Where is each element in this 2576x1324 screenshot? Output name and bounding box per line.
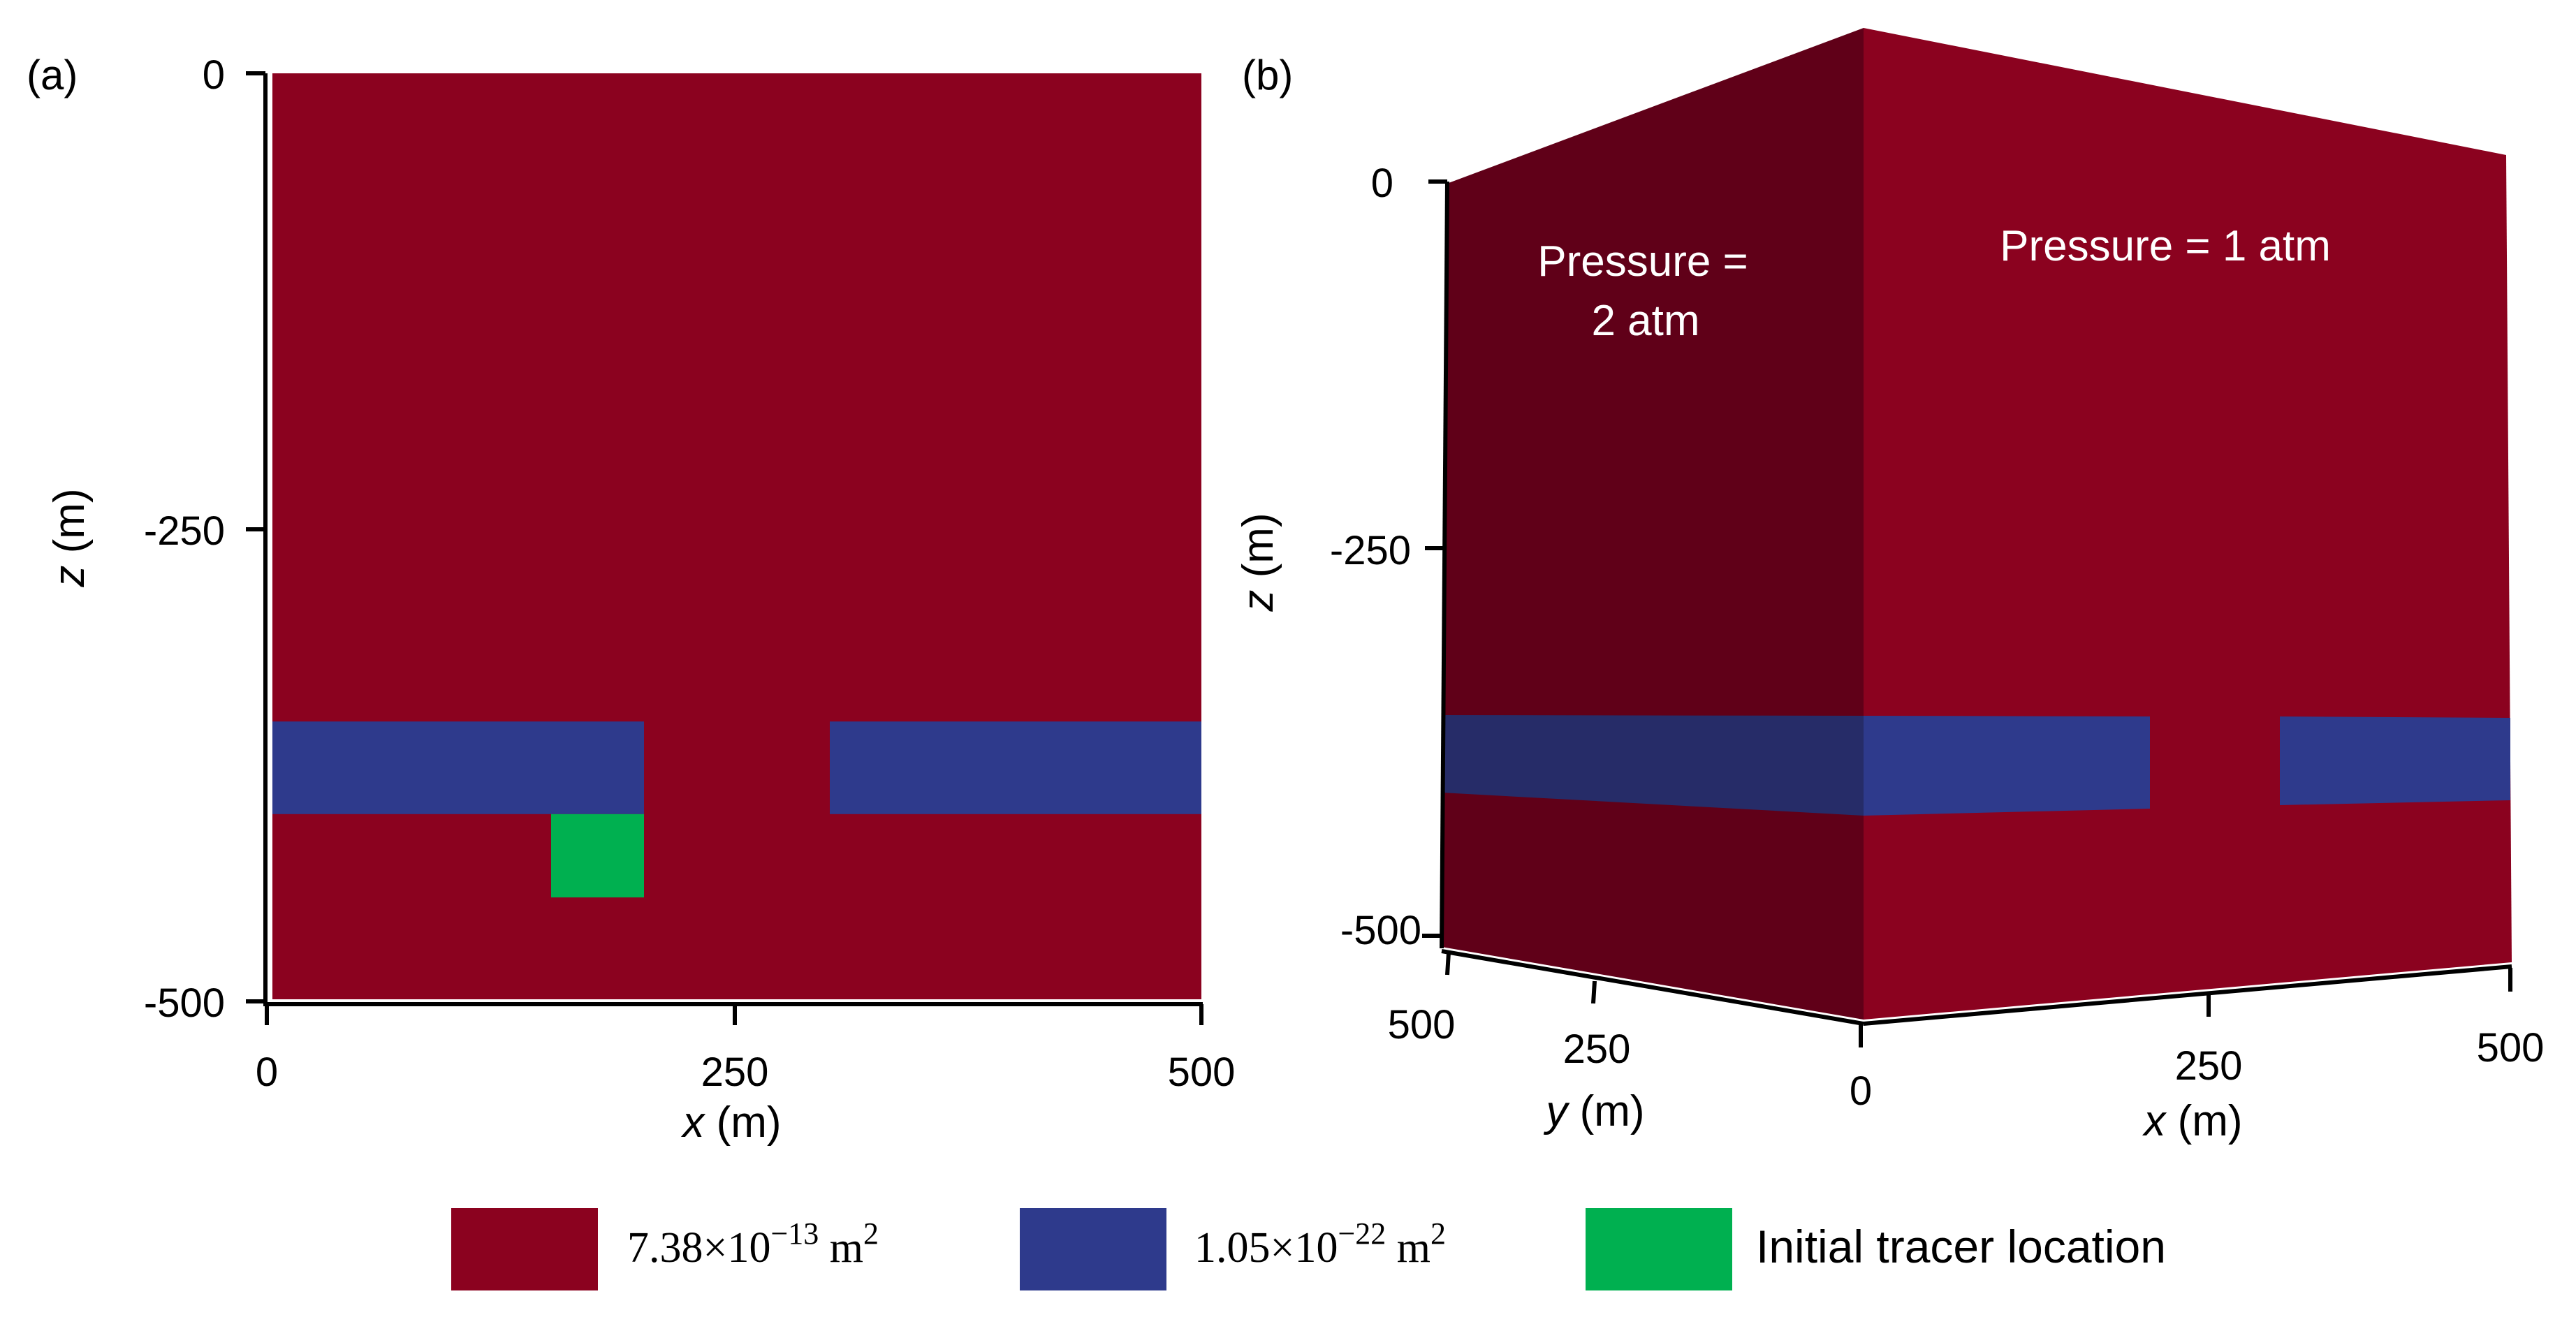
- panel-b-z-axis: [1440, 181, 1449, 949]
- panel-a-label: (a): [27, 52, 78, 98]
- panel-b-x-axis: [1863, 964, 2512, 1026]
- panel-b-right-face: [1864, 28, 2512, 1020]
- panel-a-tracer-block: [551, 814, 644, 898]
- pressure-right: Pressure = 1 atm: [2000, 222, 2331, 270]
- panel-a-ztick-250: -250: [144, 508, 225, 554]
- panel-a-low-perm-layer-left: [272, 721, 644, 814]
- legend-label-low-perm: 1.05×10−22 m2: [1194, 1216, 1446, 1272]
- panel-b-y-axis-label: y (m): [1543, 1087, 1644, 1135]
- panel-a-ztick-0: 0: [203, 52, 225, 98]
- pressure-left-line-2: 2 atm: [1591, 297, 1699, 345]
- panel-a-domain-high-perm: [272, 73, 1201, 999]
- panel-a-ztick-500: -500: [144, 980, 225, 1026]
- panel-b-xtick-250: 250: [2175, 1043, 2243, 1089]
- panel-b-ytick-250: 250: [1563, 1027, 1631, 1072]
- panel-a-x-axis-label: x (m): [680, 1098, 781, 1147]
- panel-a-low-perm-layer-right: [830, 721, 1201, 814]
- panel-b-x-axis-label: x (m): [2142, 1097, 2242, 1145]
- legend-swatch-high-perm: [451, 1208, 598, 1290]
- panel-b-label: (b): [1242, 52, 1293, 98]
- panel-a-xtick-500: 500: [1168, 1050, 1236, 1095]
- panel-b-right-face-low-perm-layer-right: [2280, 716, 2510, 805]
- panel-b-ytick-500: 500: [1388, 1002, 1456, 1047]
- pressure-left-line-1: Pressure =: [1537, 237, 1748, 286]
- panel-a-z-axis-label: z (m): [45, 488, 94, 587]
- legend-swatch-tracer: [1586, 1208, 1732, 1290]
- panel-b-y-axis: [1441, 949, 1864, 1026]
- panel-b-left-face: [1442, 28, 1864, 1020]
- panel-b-ytick-mark-0: [1445, 952, 1451, 976]
- panel-b-ztick-0: 0: [1371, 161, 1393, 206]
- panel-b: (b) 0 -250 -500 z (m) 500 250 y (m) 0 25…: [1234, 28, 2544, 1145]
- panel-a-xtick-250: 250: [701, 1050, 769, 1095]
- panel-b-xtick-0: 0: [1850, 1068, 1872, 1114]
- legend-label-high-perm: 7.38×10−13 m2: [627, 1216, 879, 1272]
- panel-a-xtick-0: 0: [256, 1050, 278, 1095]
- panel-b-ytick-mark-1: [1591, 980, 1597, 1004]
- panel-b-left-face-low-perm-layer: [1442, 715, 1864, 816]
- panel-b-xtick-500: 500: [2477, 1025, 2545, 1071]
- legend-swatch-low-perm: [1020, 1208, 1166, 1290]
- legend: 7.38×10−13 m2 1.05×10−22 m2 Initial trac…: [451, 1208, 2166, 1290]
- panel-b-ztick-250: -250: [1330, 528, 1411, 573]
- panel-b-ztick-500: -500: [1340, 908, 1421, 953]
- panel-b-z-axis-label: z (m): [1234, 513, 1282, 612]
- panel-a: (a) 0 -250 -500 0 250 500 x (m) z (m): [27, 52, 1235, 1147]
- legend-label-tracer: Initial tracer location: [1756, 1221, 2166, 1272]
- panel-b-right-face-low-perm-layer-left: [1864, 716, 2150, 816]
